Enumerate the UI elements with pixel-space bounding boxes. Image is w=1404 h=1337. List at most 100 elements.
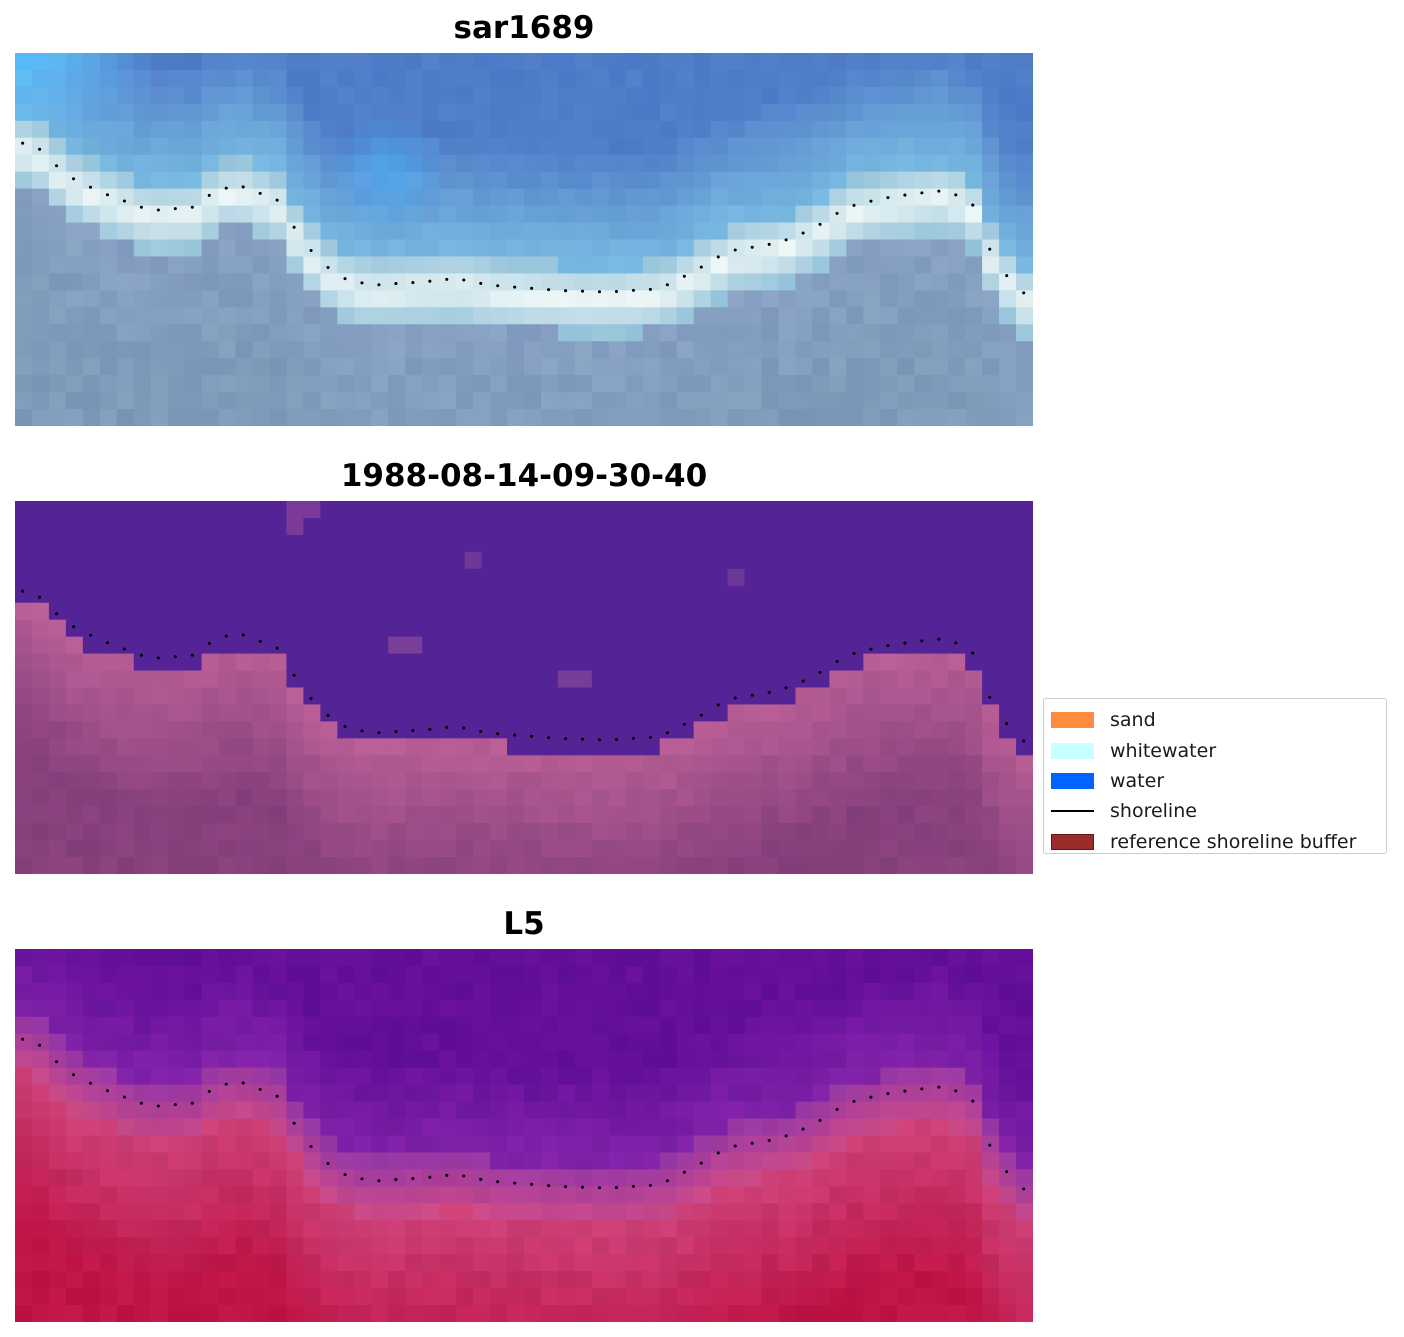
raster-pixel — [524, 1169, 542, 1188]
raster-pixel — [625, 789, 644, 807]
raster-pixel — [761, 1084, 780, 1103]
raster-pixel — [354, 1067, 372, 1086]
raster-pixel — [48, 857, 67, 874]
raster-pixel — [31, 1203, 50, 1221]
raster-pixel — [965, 205, 983, 224]
raster-pixel — [557, 341, 576, 359]
raster-pixel — [354, 806, 372, 824]
raster-pixel — [863, 653, 881, 672]
raster-pixel — [354, 704, 372, 723]
raster-pixel — [48, 704, 67, 723]
raster-pixel — [591, 789, 610, 807]
raster-pixel — [982, 53, 1000, 71]
shoreline-point — [275, 646, 279, 650]
raster-pixel — [897, 1186, 915, 1204]
raster-pixel — [863, 551, 881, 570]
shoreline-point — [173, 207, 177, 211]
raster-pixel — [846, 273, 865, 292]
misclassified-pixel — [557, 670, 592, 688]
raster-pixel — [608, 256, 627, 275]
raster-pixel — [184, 636, 203, 655]
raster-pixel — [65, 1101, 84, 1120]
raster-pixel — [286, 188, 305, 207]
raster-pixel — [252, 501, 271, 519]
raster-pixel — [184, 1152, 203, 1171]
raster-pixel — [388, 653, 406, 672]
raster-pixel — [235, 1033, 254, 1052]
raster-pixel — [405, 517, 423, 536]
raster-pixel — [693, 256, 712, 275]
raster-pixel — [31, 69, 50, 88]
raster-pixel — [1016, 1288, 1033, 1306]
raster-pixel — [812, 222, 831, 241]
raster-pixel — [235, 1101, 254, 1120]
raster-pixel — [982, 1084, 1000, 1103]
raster-pixel — [608, 409, 627, 426]
raster-pixel — [863, 324, 881, 342]
raster-pixel — [116, 772, 135, 790]
raster-pixel — [931, 1050, 949, 1069]
raster-pixel — [540, 1237, 559, 1255]
raster-pixel — [999, 1084, 1017, 1103]
raster-pixel — [235, 1186, 254, 1204]
raster-pixel — [727, 999, 746, 1018]
raster-pixel — [829, 358, 848, 376]
raster-pixel — [1016, 409, 1033, 426]
raster-pixel — [354, 1186, 372, 1204]
raster-pixel — [82, 103, 101, 122]
raster-pixel — [524, 1135, 542, 1154]
raster-pixel — [218, 965, 237, 984]
raster-pixel — [507, 965, 525, 984]
raster-pixel — [880, 120, 898, 139]
shoreline-point — [38, 147, 42, 151]
raster-pixel — [608, 840, 627, 858]
raster-pixel — [150, 341, 169, 359]
shoreline-point — [614, 290, 618, 294]
raster-pixel — [846, 949, 865, 967]
raster-pixel — [557, 188, 576, 207]
raster-pixel — [557, 1186, 576, 1204]
raster-pixel — [931, 619, 949, 638]
raster-pixel — [31, 1186, 50, 1204]
raster-pixel — [642, 1101, 661, 1120]
raster-pixel — [490, 1135, 508, 1154]
raster-pixel — [337, 188, 356, 207]
raster-pixel — [999, 154, 1017, 173]
raster-pixel — [914, 409, 932, 426]
raster-pixel — [133, 324, 152, 342]
raster-pixel — [184, 324, 203, 342]
raster-pixel — [625, 290, 644, 308]
raster-pixel — [218, 290, 237, 308]
raster-pixel — [693, 999, 712, 1018]
raster-pixel — [999, 772, 1017, 790]
raster-pixel — [303, 273, 322, 292]
shoreline-point — [411, 729, 415, 733]
raster-pixel — [829, 1237, 848, 1255]
raster-pixel — [524, 1237, 542, 1255]
raster-pixel — [795, 1305, 814, 1322]
raster-pixel — [744, 120, 763, 139]
raster-pixel — [761, 1135, 780, 1154]
raster-pixel — [778, 1203, 797, 1221]
raster-pixel — [286, 806, 305, 824]
raster-pixel — [744, 965, 763, 984]
raster-pixel — [795, 1101, 814, 1120]
raster-pixel — [116, 222, 135, 241]
raster-pixel — [557, 1288, 576, 1306]
raster-pixel — [167, 409, 186, 426]
shoreline-point — [105, 641, 109, 645]
raster-pixel — [880, 86, 898, 105]
raster-pixel — [591, 1288, 610, 1306]
shoreline-point — [377, 1179, 381, 1183]
raster-pixel — [15, 273, 33, 292]
raster-pixel — [829, 1169, 848, 1188]
raster-pixel — [48, 982, 67, 1001]
raster-pixel — [303, 1237, 322, 1255]
raster-pixel — [914, 171, 932, 190]
raster-pixel — [948, 670, 966, 689]
raster-pixel — [846, 188, 865, 207]
raster-pixel — [829, 205, 848, 224]
raster-pixel — [948, 1203, 966, 1221]
raster-pixel — [982, 840, 1000, 858]
raster-pixel — [880, 1254, 898, 1272]
